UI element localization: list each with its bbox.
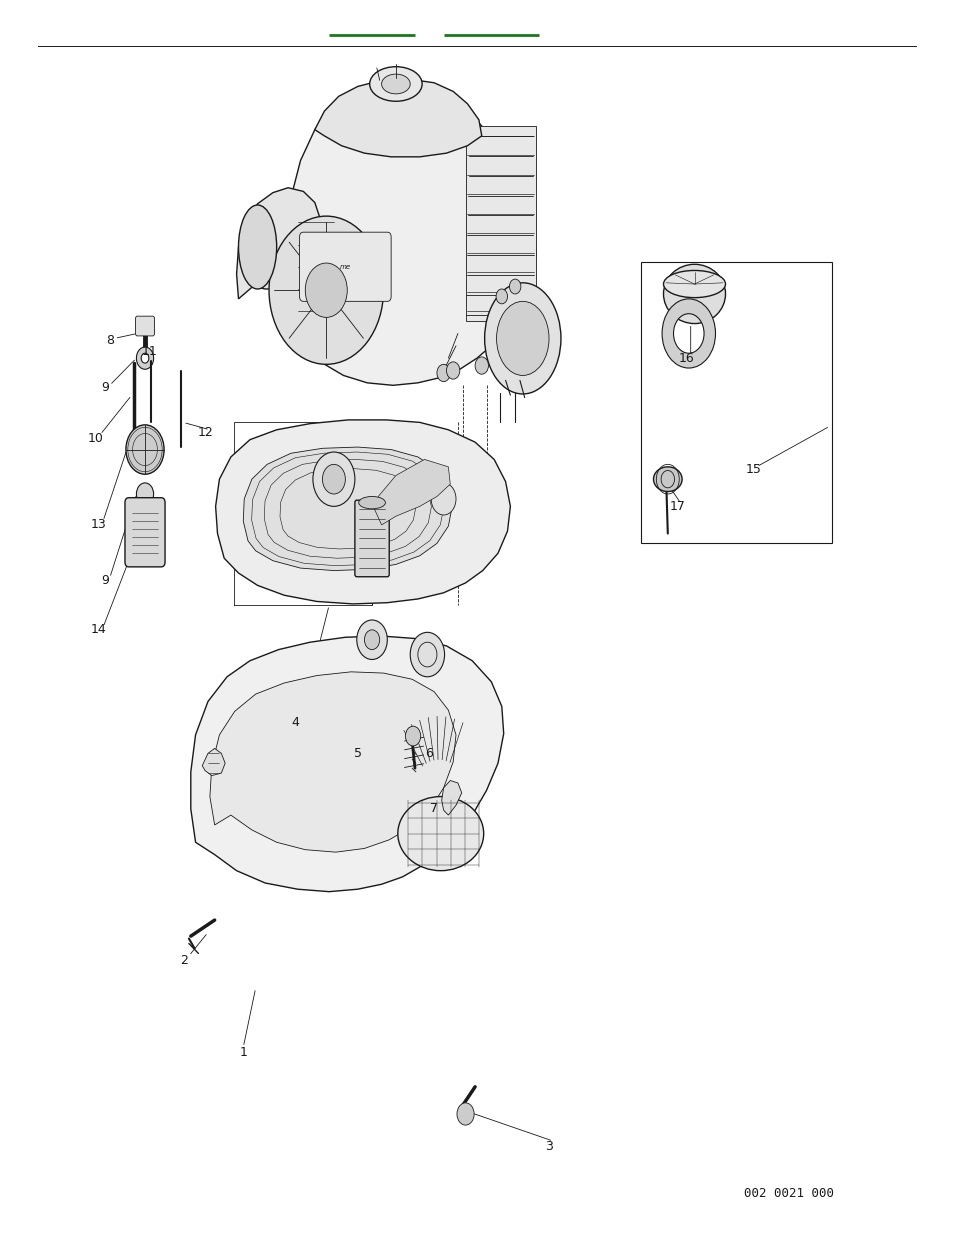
Ellipse shape [358,496,385,509]
Text: 7: 7 [430,803,437,815]
Circle shape [322,464,345,494]
Circle shape [475,357,488,374]
Text: me: me [339,264,351,269]
Circle shape [126,425,164,474]
Text: 6: 6 [425,747,433,760]
Polygon shape [441,781,461,815]
Ellipse shape [397,797,483,871]
Text: 4: 4 [292,716,299,729]
Text: 13: 13 [91,519,106,531]
Ellipse shape [663,270,724,298]
Text: 3: 3 [544,1140,552,1152]
Polygon shape [210,672,456,852]
Circle shape [405,726,420,746]
Circle shape [431,483,456,515]
Text: 11: 11 [142,346,157,358]
Circle shape [269,216,383,364]
Ellipse shape [369,67,421,101]
FancyBboxPatch shape [355,500,389,577]
FancyBboxPatch shape [299,232,391,301]
Text: 2: 2 [180,955,188,967]
Circle shape [456,1103,474,1125]
Polygon shape [191,636,503,892]
Text: 12: 12 [197,426,213,438]
Circle shape [436,364,450,382]
Polygon shape [314,79,481,157]
Text: 10: 10 [88,432,103,445]
Text: 002 0021 000: 002 0021 000 [743,1187,833,1200]
Polygon shape [215,420,510,604]
Text: 9: 9 [101,574,109,587]
Circle shape [446,362,459,379]
Text: 15: 15 [745,463,760,475]
Circle shape [496,289,507,304]
Circle shape [313,452,355,506]
Text: 14: 14 [91,624,106,636]
Text: 5: 5 [354,747,361,760]
Circle shape [136,483,153,505]
Text: 8: 8 [106,335,113,347]
Text: 16: 16 [679,352,694,364]
Ellipse shape [238,205,276,289]
Ellipse shape [497,301,549,375]
Polygon shape [465,126,536,321]
Circle shape [509,279,520,294]
Polygon shape [202,748,225,776]
Circle shape [410,632,444,677]
FancyBboxPatch shape [135,316,154,336]
Ellipse shape [653,467,681,492]
Polygon shape [243,447,452,571]
FancyBboxPatch shape [125,498,165,567]
Polygon shape [372,459,450,525]
Ellipse shape [663,264,724,324]
Polygon shape [288,198,419,326]
Polygon shape [236,188,320,299]
Ellipse shape [381,74,410,94]
Ellipse shape [484,283,560,394]
Circle shape [356,620,387,659]
Bar [640,262,831,543]
Text: 1: 1 [239,1046,247,1058]
Circle shape [417,642,436,667]
Text: 17: 17 [669,500,684,513]
Circle shape [364,630,379,650]
Circle shape [305,263,347,317]
Polygon shape [283,86,536,385]
Text: 9: 9 [101,382,109,394]
